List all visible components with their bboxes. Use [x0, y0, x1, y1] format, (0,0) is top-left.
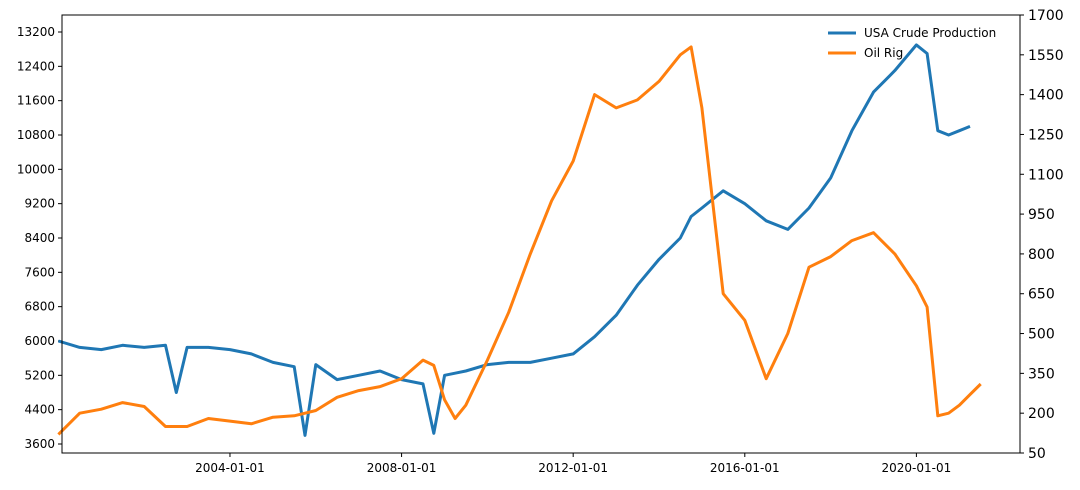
y2-tick-label: 200 — [1028, 406, 1055, 422]
y2-tick-label: 950 — [1028, 207, 1055, 223]
y-tick-label: 13200 — [17, 25, 55, 39]
x-tick-label: 2016-01-01 — [710, 461, 780, 475]
y-tick-label: 10800 — [17, 128, 55, 142]
y2-tick-label: 1400 — [1028, 88, 1064, 104]
y2-tick-label: 350 — [1028, 366, 1055, 382]
y2-tick-label: 1250 — [1028, 127, 1064, 143]
y2-tick-label: 50 — [1028, 446, 1046, 462]
y-tick-label: 5200 — [24, 368, 55, 382]
y-tick-label: 3600 — [24, 437, 55, 451]
x-tick-label: 2012-01-01 — [538, 461, 608, 475]
y-tick-label: 8400 — [24, 231, 55, 245]
plot-frame — [61, 14, 1021, 454]
series-line — [57, 45, 982, 436]
y-tick-label: 4400 — [24, 403, 55, 417]
y-tick-label: 12400 — [17, 59, 55, 73]
x-tick-label: 2008-01-01 — [367, 461, 437, 475]
legend-label: USA Crude Production — [864, 26, 996, 40]
x-tick-label: 2020-01-01 — [882, 461, 952, 475]
series-line — [57, 43, 971, 437]
y2-tick-label: 650 — [1028, 287, 1055, 303]
y2-tick-label: 1550 — [1028, 48, 1064, 64]
y-tick-label: 7600 — [24, 265, 55, 279]
y-tick-label: 11600 — [17, 94, 55, 108]
x-tick-label: 2004-01-01 — [195, 461, 265, 475]
y2-tick-label: 1700 — [1028, 8, 1064, 24]
y-tick-label: 6800 — [24, 300, 55, 314]
y2-tick-label: 1100 — [1028, 167, 1064, 183]
y2-tick-label: 500 — [1028, 327, 1055, 343]
y-tick-label: 9200 — [24, 197, 55, 211]
y-tick-label: 10000 — [17, 162, 55, 176]
legend-label: Oil Rig — [864, 46, 903, 60]
y2-tick-label: 800 — [1028, 247, 1055, 263]
y-tick-label: 6000 — [24, 334, 55, 348]
